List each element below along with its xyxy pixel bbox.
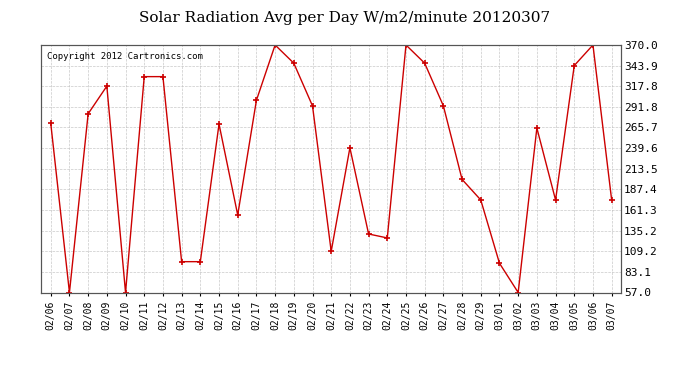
Text: Copyright 2012 Cartronics.com: Copyright 2012 Cartronics.com [47, 53, 203, 62]
Text: Solar Radiation Avg per Day W/m2/minute 20120307: Solar Radiation Avg per Day W/m2/minute … [139, 11, 551, 25]
